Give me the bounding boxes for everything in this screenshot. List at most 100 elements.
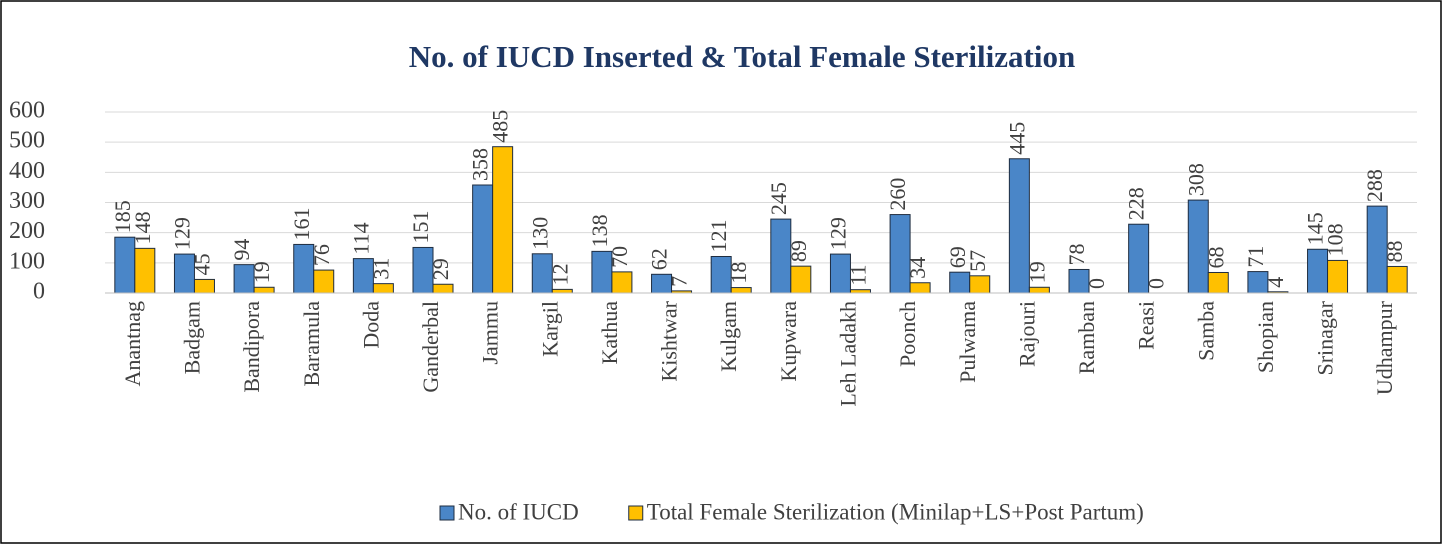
data-label: 0 <box>1144 278 1169 289</box>
x-tick-label: Badgam <box>180 301 205 374</box>
x-tick-label: Leh Ladakh <box>836 301 861 407</box>
y-tick-label: 600 <box>9 98 45 124</box>
data-label: 108 <box>1323 223 1348 256</box>
bar <box>134 247 156 294</box>
data-label: 4 <box>1263 277 1288 288</box>
data-label: 78 <box>1064 243 1089 265</box>
data-label: 161 <box>289 207 314 240</box>
data-label: 358 <box>468 148 493 181</box>
data-label: 89 <box>786 240 811 262</box>
bar <box>253 286 275 294</box>
bar <box>432 283 454 294</box>
data-label: 71 <box>1243 246 1268 268</box>
data-label: 18 <box>726 262 751 284</box>
x-tick-label: Reasi <box>1134 301 1159 350</box>
data-label: 45 <box>190 253 215 275</box>
x-tick-label: Bandipora <box>239 301 264 393</box>
bar <box>114 236 136 294</box>
x-tick-label: Jammu <box>478 301 503 365</box>
x-tick-label: Ramban <box>1074 301 1099 374</box>
x-tick-label: Kathua <box>597 301 622 365</box>
legend-swatch <box>439 505 455 521</box>
x-tick-label: Doda <box>358 301 383 349</box>
data-label: 12 <box>547 263 572 285</box>
x-tick-label: Poonch <box>895 301 920 367</box>
bar <box>551 288 573 294</box>
data-label: 485 <box>488 110 513 143</box>
bar <box>730 287 752 294</box>
x-tick-label: Anantnag <box>120 301 145 387</box>
x-tick-label: Ganderbal <box>418 301 443 393</box>
data-label: 228 <box>1124 187 1149 220</box>
data-label: 114 <box>348 222 373 254</box>
bar <box>1327 259 1349 294</box>
data-label: 62 <box>647 248 672 270</box>
y-tick-label: 200 <box>9 218 45 244</box>
y-tick-label: 400 <box>9 158 45 184</box>
bar <box>611 271 633 294</box>
bar <box>889 214 911 294</box>
x-tick-label: Udhampur <box>1372 300 1397 395</box>
x-tick-label: Samba <box>1193 301 1218 361</box>
data-label: 145 <box>1303 212 1328 245</box>
bar <box>472 184 494 294</box>
x-tick-label: Kupwara <box>776 301 801 382</box>
data-label: 445 <box>1004 122 1029 155</box>
data-label: 260 <box>885 178 910 211</box>
data-label: 19 <box>1024 261 1049 283</box>
data-label: 69 <box>945 246 970 268</box>
bar <box>969 275 991 294</box>
data-label: 121 <box>706 219 731 252</box>
bar <box>193 278 215 294</box>
data-label: 94 <box>229 239 254 261</box>
bar <box>492 146 514 294</box>
bar <box>1028 286 1050 294</box>
data-label: 129 <box>826 217 851 250</box>
bar <box>1386 265 1408 294</box>
y-tick-label: 300 <box>9 188 45 214</box>
data-label: 130 <box>527 217 552 250</box>
data-label: 0 <box>1084 278 1109 289</box>
y-tick-label: 0 <box>33 279 45 305</box>
data-label: 7 <box>667 276 692 287</box>
bar <box>1207 271 1229 294</box>
x-tick-label: Kishtwar <box>657 300 682 381</box>
bar <box>949 271 971 294</box>
data-label: 151 <box>408 210 433 243</box>
data-label: 245 <box>766 182 791 215</box>
legend-swatch <box>628 505 644 521</box>
data-label: 68 <box>1203 246 1228 268</box>
y-tick-label: 500 <box>9 128 45 154</box>
data-label: 138 <box>587 214 612 247</box>
x-tick-label: Srinagar <box>1313 300 1338 375</box>
data-label: 31 <box>368 258 393 280</box>
x-tick-label: Shopian <box>1253 301 1278 373</box>
data-label: 11 <box>846 264 871 285</box>
x-tick-label: Kargil <box>537 301 562 357</box>
data-label: 29 <box>428 258 453 280</box>
x-tick-label: Pulwama <box>955 301 980 383</box>
data-label: 129 <box>170 217 195 250</box>
legend-label: Total Female Sterilization (Minilap+LS+P… <box>647 499 1144 524</box>
data-label: 148 <box>130 211 155 244</box>
bar <box>909 282 931 294</box>
y-tick-label: 100 <box>9 248 45 274</box>
data-label: 34 <box>905 257 930 279</box>
data-label: 308 <box>1183 163 1208 196</box>
legend-label: No. of IUCD <box>458 499 579 524</box>
data-label: 76 <box>309 244 334 266</box>
x-tick-label: Baramula <box>299 301 324 387</box>
bar <box>313 269 335 294</box>
data-label: 288 <box>1362 169 1387 202</box>
bar <box>372 283 394 294</box>
bar <box>790 265 812 294</box>
data-label: 70 <box>607 246 632 268</box>
x-tick-label: Kulgam <box>716 301 741 372</box>
data-label: 57 <box>965 250 990 272</box>
chart-title: No. of IUCD Inserted & Total Female Ster… <box>409 39 1075 74</box>
data-label: 88 <box>1382 240 1407 262</box>
data-label: 185 <box>110 200 135 233</box>
x-tick-label: Rajouri <box>1014 301 1039 367</box>
data-label: 19 <box>249 261 274 283</box>
